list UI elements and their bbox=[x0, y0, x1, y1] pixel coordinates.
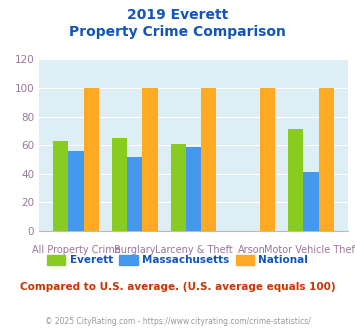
Bar bbox=[186, 147, 201, 231]
Legend: Everett, Massachusetts, National: Everett, Massachusetts, National bbox=[43, 251, 312, 270]
Text: Larceny & Theft: Larceny & Theft bbox=[154, 245, 233, 255]
Text: All Property Crime: All Property Crime bbox=[32, 245, 120, 255]
Bar bbox=[170, 144, 186, 231]
Bar bbox=[127, 157, 142, 231]
Bar bbox=[303, 172, 318, 231]
Text: 2019 Everett: 2019 Everett bbox=[127, 8, 228, 22]
Text: Property Crime Comparison: Property Crime Comparison bbox=[69, 25, 286, 39]
Bar bbox=[318, 88, 334, 231]
Bar bbox=[84, 88, 99, 231]
Bar bbox=[112, 138, 127, 231]
Bar bbox=[288, 129, 303, 231]
Bar bbox=[53, 141, 69, 231]
Text: Motor Vehicle Theft: Motor Vehicle Theft bbox=[264, 245, 355, 255]
Bar bbox=[142, 88, 158, 231]
Text: Burglary: Burglary bbox=[114, 245, 155, 255]
Text: Compared to U.S. average. (U.S. average equals 100): Compared to U.S. average. (U.S. average … bbox=[20, 282, 335, 292]
Bar bbox=[201, 88, 217, 231]
Bar bbox=[69, 151, 84, 231]
Text: © 2025 CityRating.com - https://www.cityrating.com/crime-statistics/: © 2025 CityRating.com - https://www.city… bbox=[45, 317, 310, 326]
Text: Arson: Arson bbox=[238, 245, 266, 255]
Bar bbox=[260, 88, 275, 231]
